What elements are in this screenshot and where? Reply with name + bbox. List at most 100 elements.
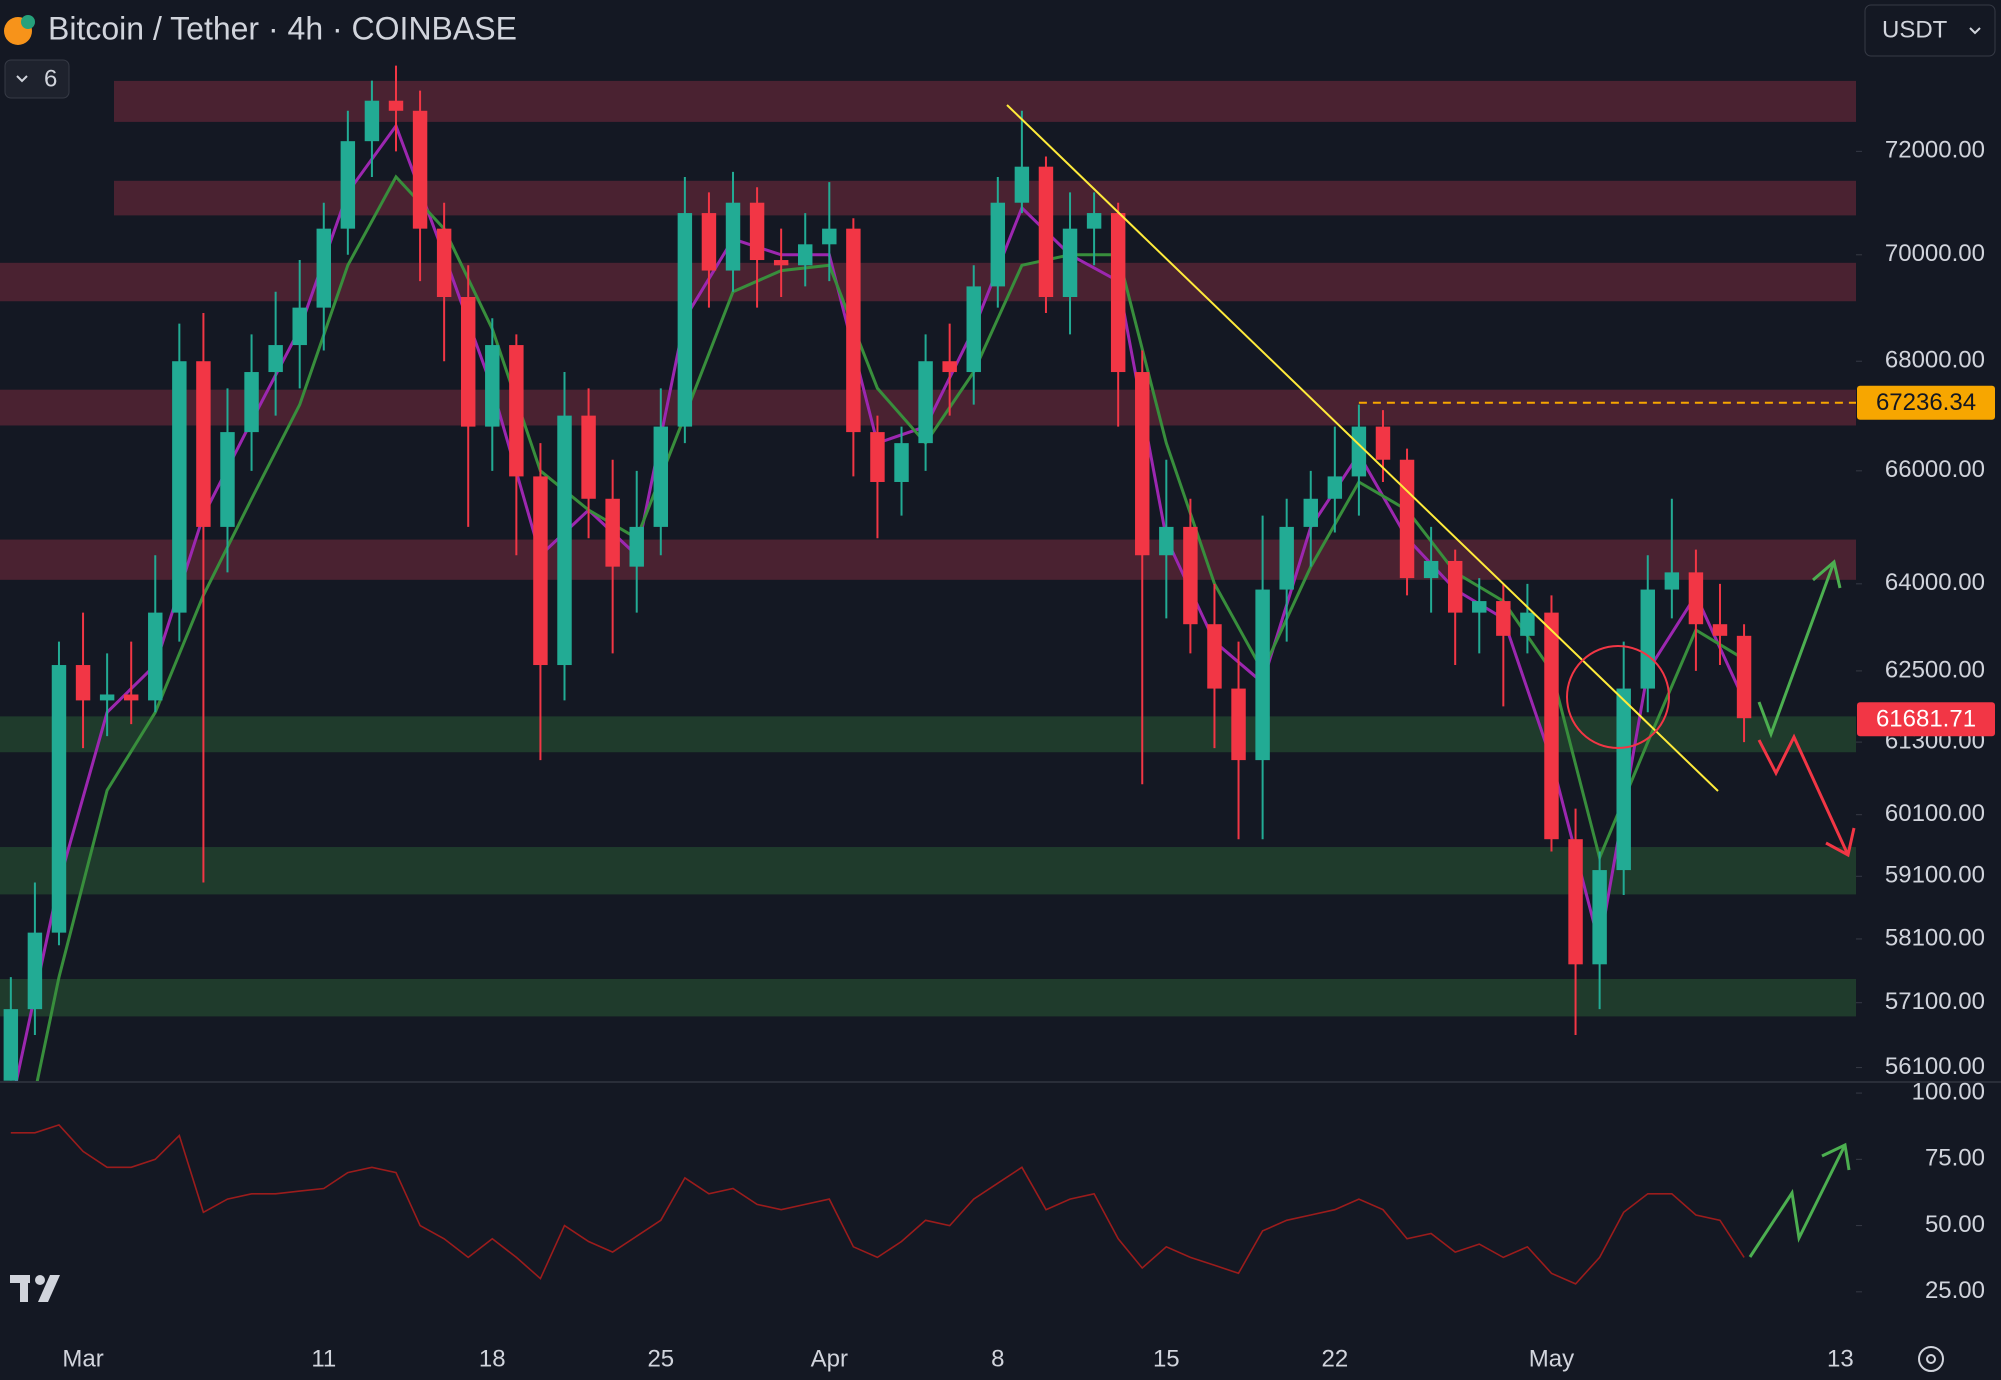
candle-body — [1520, 612, 1535, 636]
y-tick-label: 60100.00 — [1885, 800, 1985, 827]
candle-body — [268, 345, 283, 373]
x-tick-label: Mar — [62, 1345, 103, 1372]
candle-body — [942, 361, 957, 373]
settings-icon[interactable] — [1918, 1346, 1944, 1372]
price-label-box — [1857, 385, 1995, 420]
candle-body — [1447, 560, 1463, 613]
candle-body — [1135, 372, 1150, 556]
x-tick-label: 11 — [311, 1345, 336, 1372]
price-label: 61681.71 — [1876, 706, 1976, 733]
candle-body — [701, 213, 717, 271]
candle-body — [1688, 572, 1704, 625]
candle-body — [533, 476, 548, 666]
candle-body — [990, 202, 1006, 287]
candle-body — [1351, 426, 1367, 477]
rsi-up-arrow — [1748, 1144, 1847, 1258]
x-tick-label: Apr — [811, 1345, 848, 1372]
candle-body — [244, 372, 259, 433]
y-tick-label: 75.00 — [1925, 1145, 1985, 1172]
y-tick-label: 70000.00 — [1885, 240, 1985, 267]
currency-label: USDT — [1882, 16, 1948, 43]
chart-title: Bitcoin / Tether · 4h · COINBASE — [48, 10, 517, 46]
candle-body — [1327, 476, 1343, 499]
x-tick-label: 25 — [647, 1345, 674, 1372]
rsi-line — [10, 1123, 1745, 1285]
trend-line — [1006, 104, 1719, 792]
candle-body — [605, 498, 620, 567]
x-tick-label: 8 — [991, 1345, 1004, 1372]
indicator-toggle[interactable] — [4, 59, 70, 99]
candle-body — [436, 228, 452, 297]
price-zone — [0, 262, 1856, 302]
candle-body — [749, 202, 765, 261]
y-tick-label: 59100.00 — [1885, 862, 1985, 889]
candle-body — [822, 228, 837, 245]
candle-body — [123, 694, 139, 701]
candle-body — [1231, 688, 1246, 761]
candle-body — [316, 228, 331, 308]
candle-body — [1279, 526, 1294, 590]
price-label-box — [1857, 702, 1995, 737]
y-tick-label: 64000.00 — [1885, 569, 1985, 596]
price-zone — [114, 80, 1856, 122]
candle-body — [196, 361, 211, 527]
y-tick-label: 68000.00 — [1885, 347, 1985, 374]
down-arrow — [1757, 733, 1850, 856]
candle-body — [1544, 612, 1559, 840]
candle-body — [1207, 624, 1222, 689]
candle-body — [798, 244, 813, 266]
candle-body — [557, 415, 572, 666]
candle-body — [653, 426, 669, 527]
rsi-up-arrow-head — [1821, 1142, 1851, 1171]
y-tick-label: 25.00 — [1925, 1277, 1985, 1304]
price-zone — [0, 978, 1856, 1017]
price-zone — [0, 716, 1856, 753]
candle-body — [918, 361, 933, 444]
candle-body — [1062, 228, 1078, 297]
price-zone — [114, 180, 1856, 216]
indicator-count: 6 — [44, 65, 57, 92]
settings-icon-center — [1926, 1354, 1936, 1364]
candle-body — [1086, 213, 1102, 229]
candle-body — [509, 345, 524, 477]
price-zone — [0, 539, 1856, 580]
candle-body — [1712, 624, 1728, 636]
up-arrow-head — [1812, 559, 1842, 589]
candle-body — [1110, 213, 1126, 373]
x-tick-label: 15 — [1153, 1345, 1180, 1372]
axes: 72000.00 70000.00 68000.00 66000.00 64000.00… — [62, 137, 1995, 1372]
y-tick-label: 50.00 — [1925, 1211, 1985, 1238]
candle-body — [1664, 572, 1680, 590]
rsi-pane — [10, 1123, 1745, 1285]
candle-body — [1568, 839, 1583, 965]
chevron — [16, 75, 28, 83]
y-tick-label: 56100.00 — [1885, 1053, 1985, 1080]
candle-body — [148, 612, 163, 701]
down-arrow-head — [1825, 827, 1856, 858]
candle-body — [485, 345, 500, 427]
candle-body — [629, 526, 644, 567]
candle-body — [581, 415, 596, 499]
currency-select[interactable] — [1864, 4, 1996, 57]
candle-body — [292, 307, 307, 346]
y-tick-label: 62500.00 — [1885, 656, 1985, 683]
up-arrow — [1757, 561, 1836, 739]
candle-body — [220, 432, 235, 527]
candle-body — [1375, 426, 1391, 460]
y-tick-label: 72000.00 — [1885, 137, 1985, 164]
candle-body — [75, 665, 91, 701]
candle-body — [1255, 589, 1270, 761]
chevron — [1969, 27, 1981, 35]
candle-body — [1496, 601, 1511, 636]
tv-logo — [10, 1275, 60, 1302]
price-pane — [0, 65, 1856, 1082]
x-tick-label: 22 — [1321, 1345, 1348, 1372]
candle-body — [1592, 870, 1607, 965]
candle-body — [340, 141, 356, 229]
candle-body — [1038, 166, 1054, 297]
candle-body — [388, 100, 404, 111]
candle-body — [1616, 688, 1631, 871]
x-tick-label: May — [1529, 1345, 1574, 1372]
